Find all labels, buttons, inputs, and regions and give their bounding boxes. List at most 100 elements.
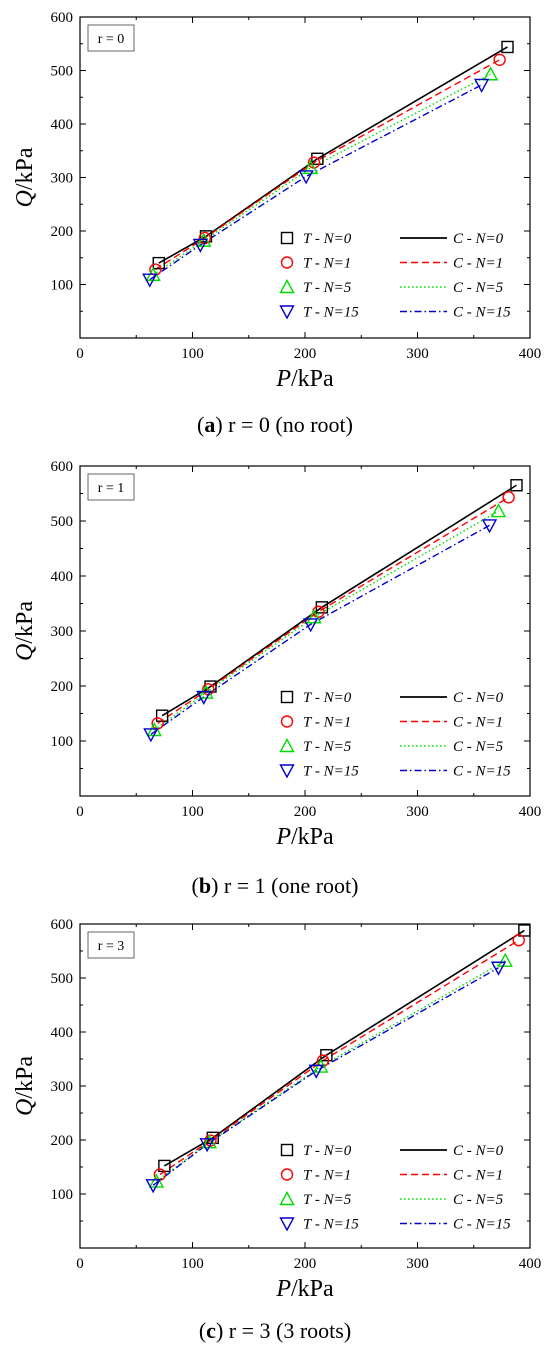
legend: T - N=0 T - N=1 T - N=5 T - N=15 C - N=0 C - … xyxy=(279,690,511,780)
data-point xyxy=(142,273,158,288)
x-axis-label: P/kPa xyxy=(275,824,334,850)
caption-letter: b xyxy=(198,873,212,898)
x-tick-label: 200 xyxy=(294,346,317,362)
series-line xyxy=(154,59,500,271)
y-axis-label-italic: Q xyxy=(12,644,38,661)
x-tick-label: 200 xyxy=(294,804,317,820)
y-tick-label: 200 xyxy=(51,1133,74,1149)
chart-panel-a: 0 100 200 300 400 100 200 300 400 500 600 P/kPa Q/kP… xyxy=(0,0,550,452)
x-axis-label-italic: P xyxy=(275,366,291,392)
legend-marker xyxy=(280,256,294,269)
y-axis-label-italic: Q xyxy=(12,190,38,207)
y-axis-label-unit: /kPa xyxy=(12,147,38,190)
x-tick-label: 100 xyxy=(181,346,204,362)
series-line xyxy=(159,939,520,1176)
x-axis-label-italic: P xyxy=(275,1276,291,1302)
caption-text: r = 3 (3 roots) xyxy=(223,1318,352,1343)
y-tick-label: 500 xyxy=(51,64,74,80)
legend-label: C - N=15 xyxy=(453,764,511,780)
caption-letter: c xyxy=(206,1318,216,1343)
annotation-box: r = 3 xyxy=(87,931,135,959)
legend-label: T - N=0 xyxy=(303,231,352,247)
series-line xyxy=(156,960,506,1183)
series-line xyxy=(163,929,525,1167)
data-point xyxy=(493,53,506,66)
data-point xyxy=(143,728,159,743)
series-line xyxy=(152,967,499,1186)
y-axis-label-italic: Q xyxy=(12,1099,38,1116)
data-point xyxy=(192,238,209,253)
marker-series xyxy=(143,519,498,743)
legend-label: T - N=1 xyxy=(303,715,351,731)
x-tick-label: 300 xyxy=(406,804,429,820)
y-tick-label: 600 xyxy=(51,459,74,475)
chart-panel-b: 0 100 200 300 400 100 200 300 400 500 600 P/kPa Q/kP… xyxy=(0,452,550,904)
annotation-box: r = 1 xyxy=(87,473,135,501)
legend-label: T - N=15 xyxy=(303,764,359,780)
y-tick-label: 100 xyxy=(51,1187,74,1203)
legend-label: C - N=0 xyxy=(453,231,504,247)
legend-label: C - N=0 xyxy=(453,690,504,706)
x-tick-label: 400 xyxy=(519,1256,542,1272)
x-tick-label: 0 xyxy=(76,1256,84,1272)
y-tick-label: 400 xyxy=(51,117,74,133)
caption-letter: a xyxy=(204,412,216,437)
legend-label: T - N=0 xyxy=(303,690,352,706)
y-axis-label: Q/kPa xyxy=(12,147,38,207)
chart-panel-c: 0 100 200 300 400 100 200 300 400 500 600 P/kPa Q/kP… xyxy=(0,912,550,1364)
data-point xyxy=(152,256,165,270)
data-point xyxy=(502,491,515,504)
data-point xyxy=(302,618,319,633)
legend-marker xyxy=(280,1143,294,1157)
series-line xyxy=(150,524,490,735)
legend: T - N=0 T - N=1 T - N=5 T - N=15 C - N=0 C - … xyxy=(279,231,511,321)
annotation-frame xyxy=(87,24,135,52)
legend-label: C - N=15 xyxy=(453,305,511,321)
series-line xyxy=(161,484,517,717)
x-tick-label: 0 xyxy=(76,346,84,362)
data-point xyxy=(501,40,514,54)
legend-label: C - N=5 xyxy=(453,1192,504,1208)
legend: T - N=0 T - N=1 T - N=5 T - N=15 C - N=0 C - … xyxy=(279,1143,511,1233)
y-tick-label: 100 xyxy=(51,734,74,750)
annotation-label: r = 0 xyxy=(98,32,125,47)
legend-label: C - N=1 xyxy=(453,256,503,272)
legend-label: C - N=1 xyxy=(453,715,503,731)
y-tick-label: 200 xyxy=(51,679,74,695)
x-tick-label: 100 xyxy=(181,804,204,820)
annotation-frame xyxy=(87,473,135,501)
series-line xyxy=(158,46,508,264)
y-tick-label: 500 xyxy=(51,514,74,530)
legend-marker xyxy=(279,738,295,753)
data-point xyxy=(298,170,314,185)
y-tick-label: 400 xyxy=(51,1025,74,1041)
legend-label: T - N=5 xyxy=(303,280,352,296)
y-tick-label: 600 xyxy=(51,10,74,26)
data-point xyxy=(196,690,212,705)
data-point xyxy=(482,66,499,81)
series-line xyxy=(149,84,482,281)
y-tick-label: 400 xyxy=(51,569,74,585)
caption-text: r = 0 (no root) xyxy=(222,412,353,437)
y-tick-label: 100 xyxy=(51,278,74,294)
chart-svg-a: 0 100 200 300 400100200300400500600P/kPaQ/kP… xyxy=(12,10,542,392)
x-axis-label-unit: /kPa xyxy=(291,824,334,850)
y-tick-label: 300 xyxy=(51,624,74,640)
legend-label: C - N=5 xyxy=(453,739,504,755)
legend-marker xyxy=(279,1191,295,1206)
data-point xyxy=(481,519,498,534)
data-point xyxy=(199,1138,215,1153)
legend-marker xyxy=(280,1168,294,1181)
y-axis-label-unit: /kPa xyxy=(12,1056,38,1099)
annotation-label: r = 1 xyxy=(98,481,125,496)
legend-label: T - N=15 xyxy=(303,305,359,321)
legend-label: C - N=0 xyxy=(453,1143,504,1159)
data-point xyxy=(510,479,523,492)
x-tick-label: 300 xyxy=(406,346,429,362)
annotation-label: r = 3 xyxy=(98,939,125,954)
legend-marker xyxy=(280,715,294,728)
annotation-box: r = 0 xyxy=(87,24,135,52)
x-tick-label: 400 xyxy=(519,346,542,362)
y-axis-label-unit: /kPa xyxy=(12,601,38,644)
data-point xyxy=(311,152,324,165)
